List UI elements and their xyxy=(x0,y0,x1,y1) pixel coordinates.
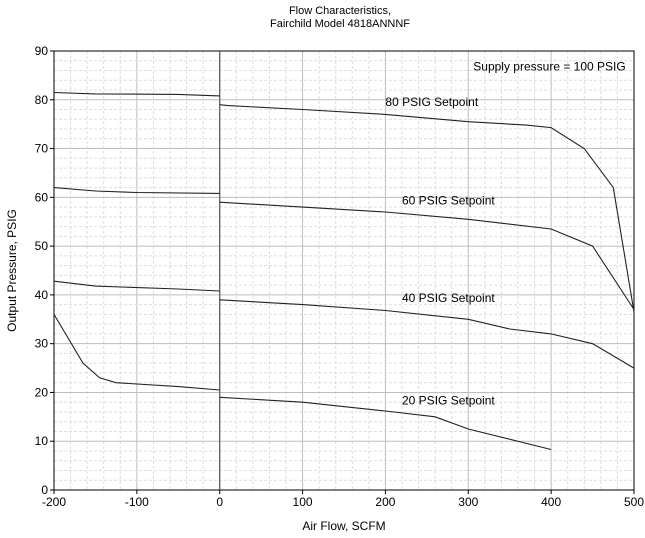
setpoint-label: 20 PSIG Setpoint xyxy=(402,394,495,408)
y-tick-label: 70 xyxy=(35,142,49,156)
x-tick-label: 0 xyxy=(216,495,223,509)
y-tick-label: 50 xyxy=(35,239,49,253)
chart-title: Flow Characteristics,Fairchild Model 481… xyxy=(270,5,410,30)
x-axis-ticks: -200 -100 0 100 200 300 400 500 xyxy=(42,490,644,509)
series-line-positive-flow-3 xyxy=(219,299,635,369)
series-line-negative-flow-2 xyxy=(53,187,220,194)
y-tick-label: 20 xyxy=(35,385,49,399)
y-tick-label: 30 xyxy=(35,337,49,351)
series-line-negative-flow-1 xyxy=(53,91,220,97)
x-tick-label: 500 xyxy=(624,495,644,509)
y-axis-ticks: 0 10 20 30 40 50 60 70 80 90 xyxy=(35,44,54,497)
series-line-positive-flow-4 xyxy=(219,396,552,451)
x-tick-label: 400 xyxy=(541,495,561,509)
chart-title-line-1: Flow Characteristics, xyxy=(289,5,391,17)
x-tick-label: 200 xyxy=(375,495,395,509)
x-tick-label: 100 xyxy=(293,495,313,509)
series-line-negative-flow-4 xyxy=(53,314,220,391)
x-tick-label: -100 xyxy=(125,495,149,509)
series-line-negative-flow-3 xyxy=(53,280,220,292)
chart-title-line-2: Fairchild Model 4818ANNNF xyxy=(270,18,410,30)
x-tick-label: -200 xyxy=(42,495,66,509)
y-tick-label: 0 xyxy=(41,483,48,497)
plot-frame xyxy=(53,50,635,491)
y-tick-label: 10 xyxy=(35,434,49,448)
setpoint-label: 80 PSIG Setpoint xyxy=(385,95,478,109)
setpoint-label: 60 PSIG Setpoint xyxy=(402,194,495,208)
x-tick-label: 300 xyxy=(458,495,478,509)
y-tick-label: 40 xyxy=(35,288,49,302)
chart-grid xyxy=(53,50,635,491)
y-tick-label: 60 xyxy=(35,190,49,204)
y-tick-label: 90 xyxy=(35,44,49,58)
supply-pressure-note: Supply pressure = 100 PSIG xyxy=(473,60,625,74)
series-lines xyxy=(53,91,635,451)
chart-annotations: Supply pressure = 100 PSIG 80 PSIG Setpoi… xyxy=(385,60,625,408)
series-line-positive-flow-1 xyxy=(219,104,635,313)
setpoint-label: 40 PSIG Setpoint xyxy=(402,291,495,305)
x-axis-label: Air Flow, SCFM xyxy=(302,519,385,533)
y-tick-label: 80 xyxy=(35,93,49,107)
y-axis-label: Output Pressure, PSIG xyxy=(5,209,19,332)
series-line-positive-flow-2 xyxy=(219,201,635,310)
